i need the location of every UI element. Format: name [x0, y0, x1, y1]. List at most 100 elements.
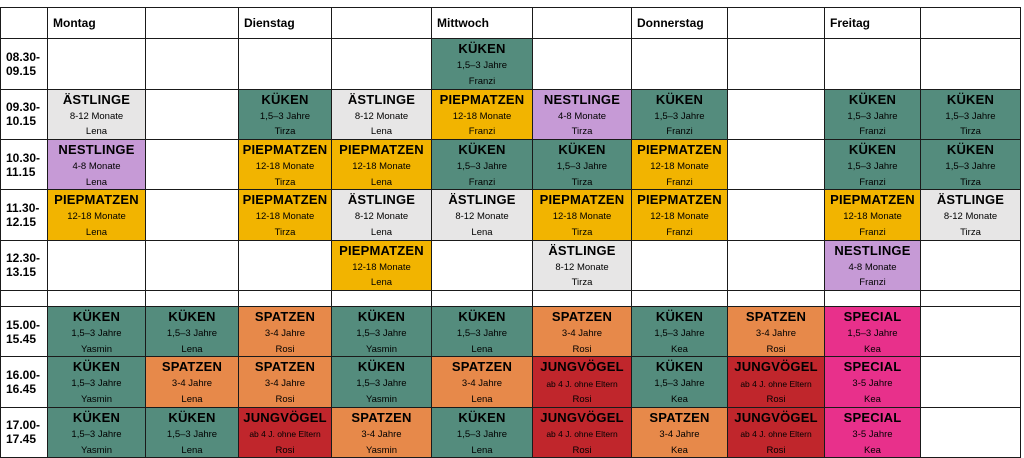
teacher-name: Rosi [766, 394, 786, 406]
session-content: ÄSTLINGE 8-12 Monate Tirza [534, 241, 631, 289]
group-session-cell: PIEPMATZEN 12-18 Monate Tirza [532, 189, 632, 241]
group-session-cell: SPATZEN 3-4 Jahre Lena [431, 356, 533, 408]
session-content: JUNGVÖGEL ab 4 J. ohne Eltern Rosi [240, 408, 331, 456]
group-name: PIEPMATZEN [339, 141, 424, 157]
time-end: 12.15 [6, 214, 37, 229]
teacher-name: Franzi [468, 76, 496, 88]
group-session-cell: KÜKEN 1,5–3 Jahre Lena [431, 406, 533, 458]
time-slot-row: 09.30- 10.15 ÄSTLINGE 8-12 Monate Lena KÜKEN 1… [0, 88, 1021, 140]
age-range: 3-4 Jahre [561, 328, 603, 340]
group-session-cell: SPATZEN 3-4 Jahre Kea [631, 406, 728, 458]
teacher-name: Kea [864, 444, 881, 456]
group-session-cell: KÜKEN 1,5–3 Jahre Franzi [824, 88, 921, 140]
group-name: JUNGVÖGEL [734, 409, 818, 425]
group-name: KÜKEN [655, 308, 704, 324]
day-header-row: Montag Dienstag Mittwoch Donnerstag Freitag [0, 6, 1021, 40]
session-content: SPATZEN 3-4 Jahre Yasmin [333, 408, 431, 456]
time-label: 17.00- 17.45 [0, 406, 48, 458]
age-range: 3-4 Jahre [755, 328, 797, 340]
day-header: Dienstag [238, 6, 332, 40]
time-label: 09.30- 10.15 [0, 88, 48, 140]
session-content: KÜKEN 1,5–3 Jahre Franzi [433, 40, 532, 88]
teacher-name: Lena [85, 176, 108, 188]
age-range: 3-4 Jahre [264, 328, 306, 340]
group-name: SPATZEN [451, 359, 513, 375]
session-content: KÜKEN 1,5–3 Jahre Lena [433, 307, 532, 355]
teacher-name: Yasmin [366, 394, 397, 406]
schedule-cell [238, 239, 332, 291]
session-content: PIEPMATZEN 12-18 Monate Franzi [633, 140, 727, 188]
group-name: ÄSTLINGE [62, 91, 131, 107]
group-session-cell: SPATZEN 3-4 Jahre Lena [145, 356, 239, 408]
group-session-cell: ÄSTLINGE 8-12 Monate Lena [331, 88, 432, 140]
age-range: 1,5–3 Jahre [456, 161, 508, 173]
session-content: KÜKEN 1,5–3 Jahre Franzi [633, 90, 727, 138]
group-session-cell: PIEPMATZEN 12-18 Monate Lena [331, 239, 432, 291]
group-name: JUNGVÖGEL [734, 359, 818, 375]
age-range: 1,5–3 Jahre [654, 378, 705, 390]
age-range: 12-18 Monate [650, 161, 709, 173]
group-name: PIEPMATZEN [242, 141, 328, 157]
teacher-name: Kea [671, 343, 688, 355]
group-name: SPECIAL [843, 308, 902, 324]
teacher-name: Rosi [275, 444, 295, 456]
group-name: PIEPMATZEN [242, 192, 328, 208]
session-content: KÜKEN 1,5–3 Jahre Lena [147, 307, 238, 355]
schedule-cell [331, 38, 432, 90]
age-range: 1,5–3 Jahre [356, 378, 407, 390]
schedule-cell [727, 38, 825, 90]
teacher-name: Kea [671, 394, 688, 406]
empty-cell [431, 289, 533, 307]
session-content: NESTLINGE 4-8 Monate Lena [49, 140, 145, 188]
age-range: 1,5–3 Jahre [945, 110, 996, 122]
age-range: 3-4 Jahre [361, 428, 402, 440]
age-range: 1,5–3 Jahre [847, 110, 898, 122]
group-session-cell: KÜKEN 1,5–3 Jahre Yasmin [47, 356, 146, 408]
time-end: 17.45 [6, 432, 37, 447]
time-label: 08.30- 09.15 [0, 38, 48, 90]
time-start: 08.30- [6, 49, 41, 64]
age-range: 3-4 Jahre [461, 378, 503, 390]
group-name: KÜKEN [357, 359, 406, 375]
group-name: KÜKEN [458, 41, 506, 57]
schedule-cell [47, 239, 146, 291]
group-session-cell: KÜKEN 1,5–3 Jahre Lena [145, 305, 239, 358]
group-session-cell: NESTLINGE 4-8 Monate Lena [47, 138, 146, 191]
age-range: 12-18 Monate [352, 161, 411, 173]
empty-cell [920, 289, 1021, 307]
group-session-cell: KÜKEN 1,5–3 Jahre Lena [145, 406, 239, 458]
empty-cell [0, 289, 48, 307]
group-name: KÜKEN [655, 91, 704, 107]
group-name: PIEPMATZEN [830, 192, 915, 208]
group-name: JUNGVÖGEL [243, 409, 327, 425]
group-name: ÄSTLINGE [448, 192, 516, 208]
group-name: PIEPMATZEN [637, 141, 722, 157]
teacher-name: Rosi [572, 444, 592, 456]
time-start: 16.00- [6, 367, 41, 382]
group-name: KÜKEN [357, 308, 406, 324]
session-content: KÜKEN 1,5–3 Jahre Franzi [433, 140, 532, 188]
day-header [727, 6, 825, 40]
group-session-cell: KÜKEN 1,5–3 Jahre Tirza [238, 88, 332, 140]
age-range: 4-8 Monate [72, 161, 121, 173]
age-range: 8-12 Monate [555, 261, 609, 273]
time-end: 16.45 [6, 381, 37, 396]
group-name: JUNGVÖGEL [540, 409, 624, 425]
time-end: 10.15 [6, 114, 37, 129]
age-range: 12-18 Monate [650, 211, 709, 223]
empty-cell [824, 289, 921, 307]
group-session-cell: PIEPMATZEN 12-18 Monate Franzi [631, 138, 728, 191]
group-name: SPATZEN [351, 409, 412, 425]
group-name: KÜKEN [168, 409, 216, 425]
age-range: 1,5–3 Jahre [945, 161, 996, 173]
group-name: PIEPMATZEN [539, 192, 625, 208]
session-content: PIEPMATZEN 12-18 Monate Tirza [240, 140, 331, 188]
teacher-name: Tirza [960, 126, 981, 138]
teacher-name: Kea [864, 394, 881, 406]
session-content: JUNGVÖGEL ab 4 J. ohne Eltern Rosi [534, 358, 631, 406]
session-content: SPATZEN 3-4 Jahre Kea [633, 408, 727, 456]
teacher-name: Lena [181, 343, 203, 355]
schedule-cell [238, 38, 332, 90]
group-session-cell: JUNGVÖGEL ab 4 J. ohne Eltern Rosi [727, 356, 825, 408]
teacher-name: Lena [181, 444, 203, 456]
